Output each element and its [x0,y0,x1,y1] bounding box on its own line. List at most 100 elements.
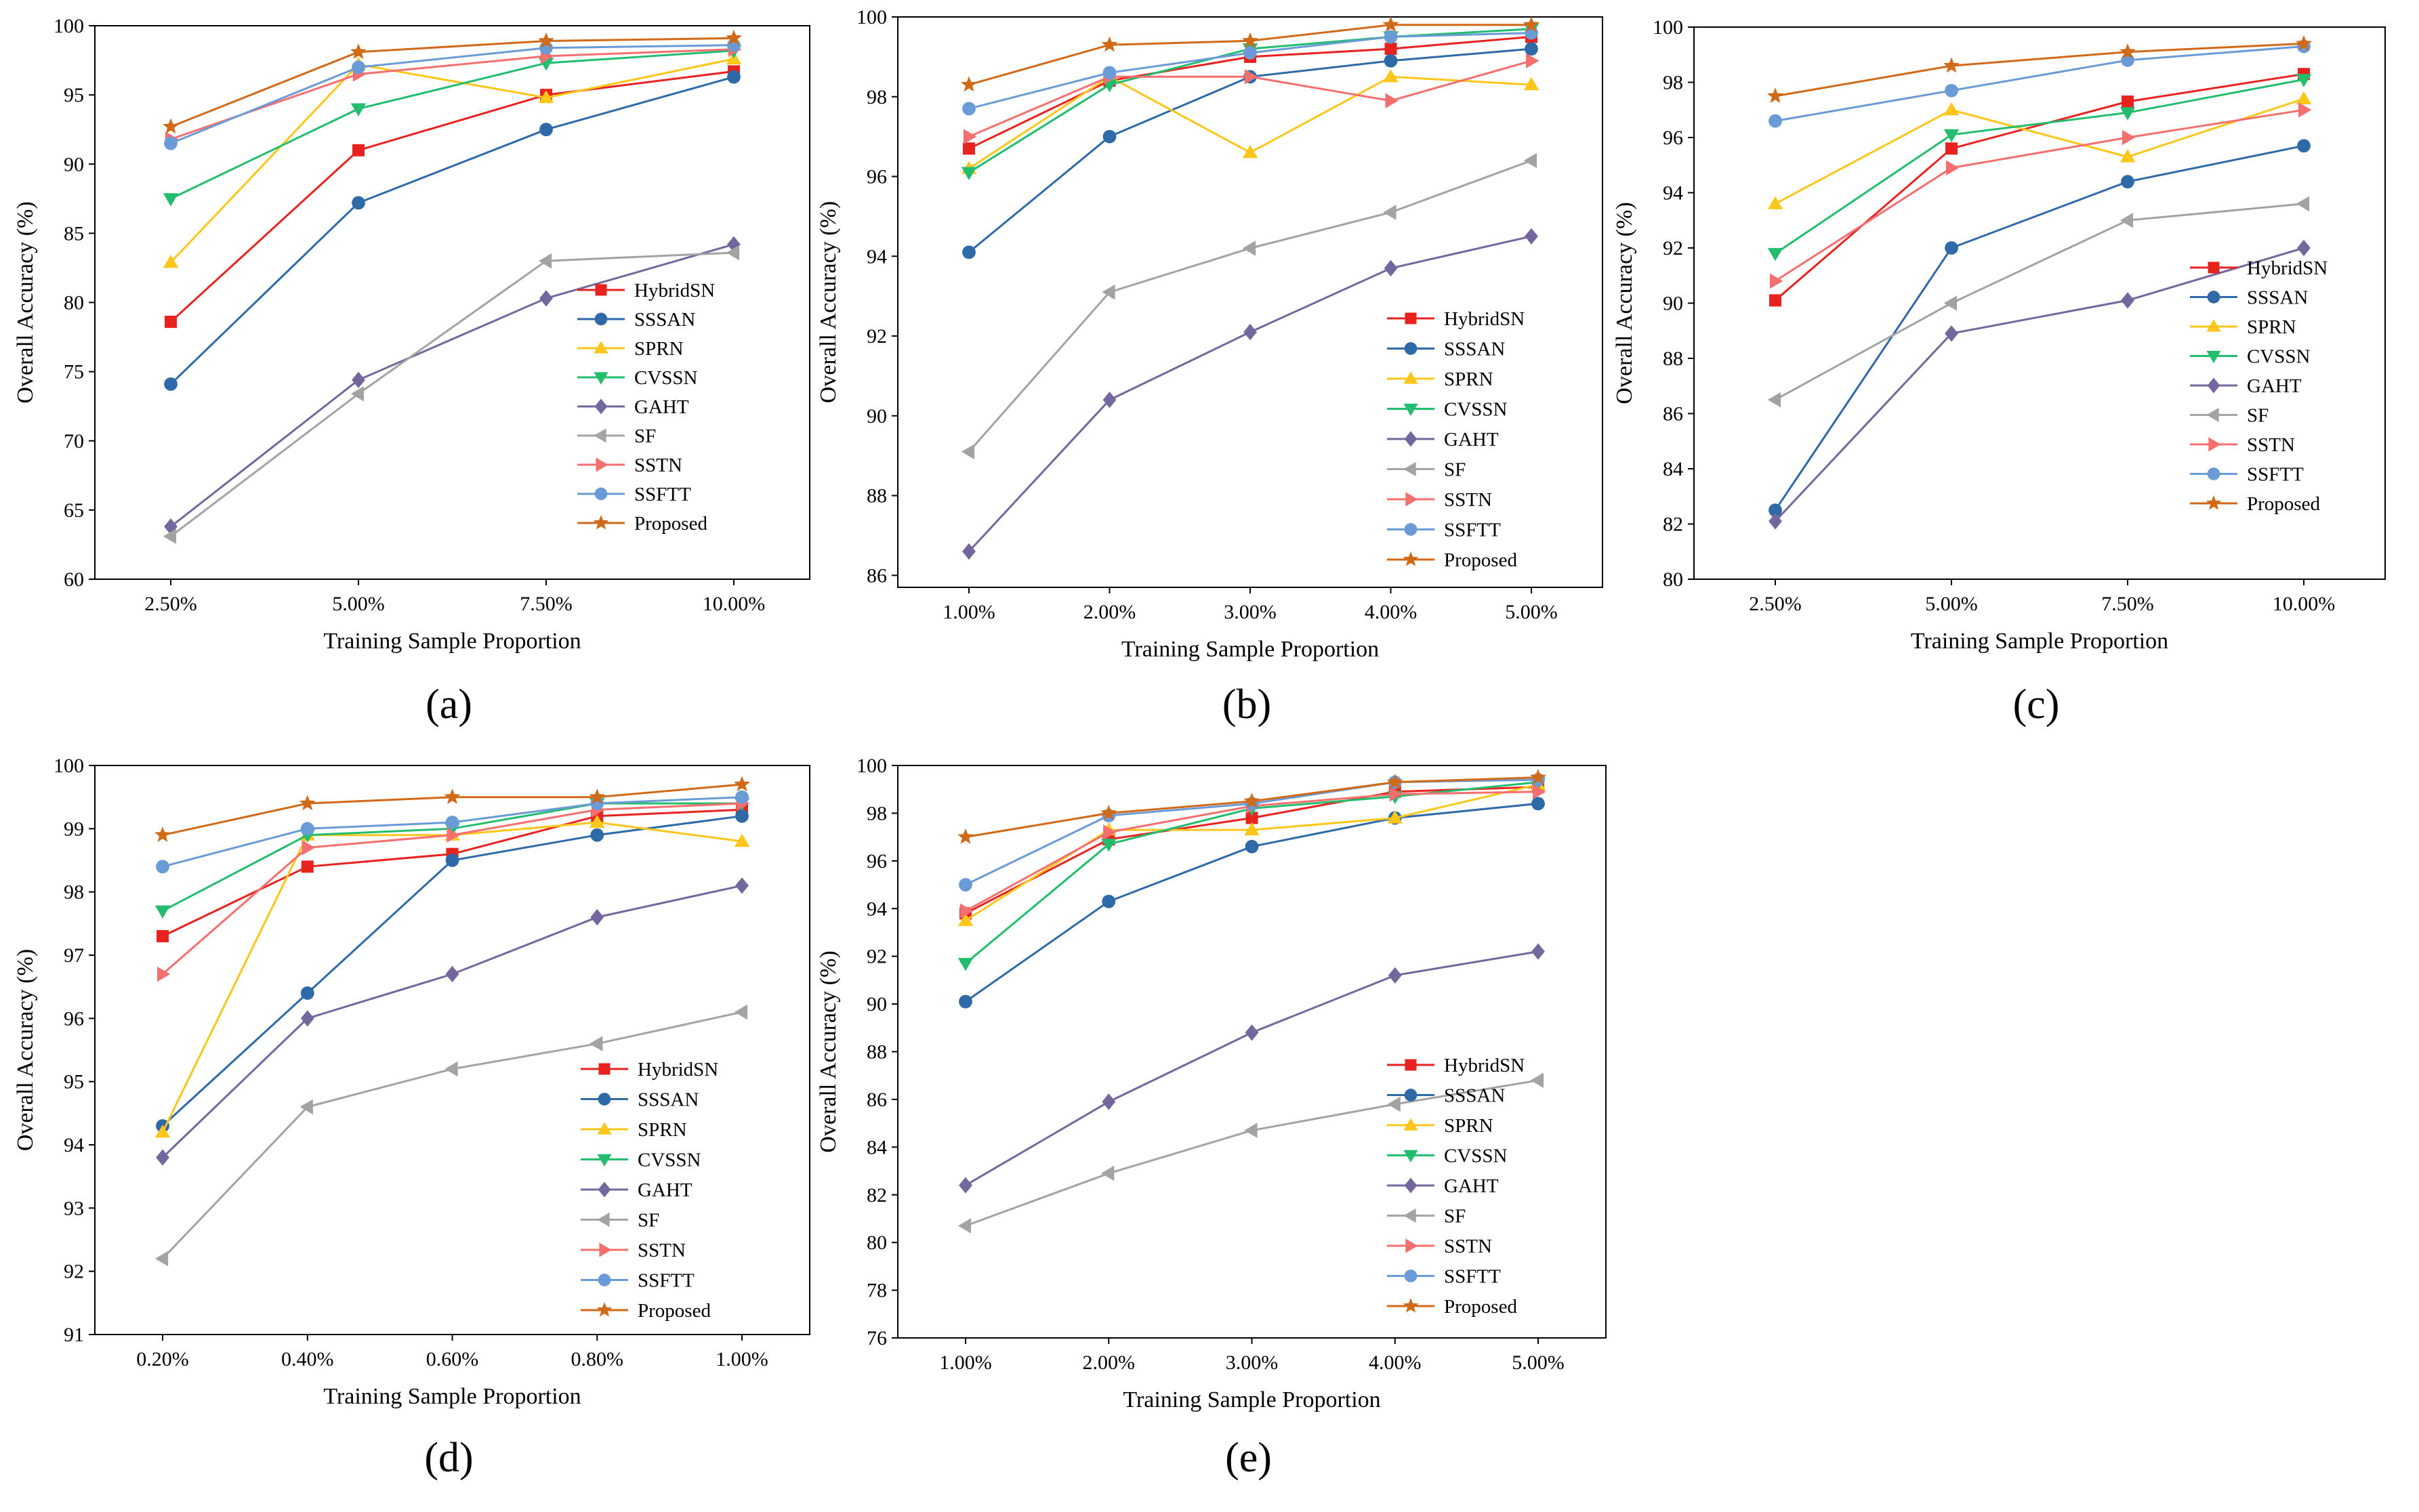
chart-c-panel-label: (c) [2013,681,2060,728]
chart-c-series-sprn-line [1775,98,2304,205]
chart-a-panel-label: (a) [426,681,472,728]
chart-c-x-tick-label: 10.00% [2273,593,2336,615]
chart-d-ssftt-point [300,822,314,836]
chart-b-ssftt-point [962,102,976,116]
chart-d-gaht-point [590,908,604,926]
chart-b-sprn-point [1523,77,1539,91]
chart-c-sstn-point [1945,160,1960,176]
chart-d-y-tick-label: 93 [64,1197,84,1219]
chart-c-sssan-point [2297,139,2311,153]
chart-b-plot-frame [897,16,1603,588]
chart-d-series-gaht-line [161,884,743,1158]
chart-b-sf-point [1242,240,1256,256]
chart-d-legend-sf-marker [597,1212,610,1227]
chart-b-y-tick-label: 92 [867,325,887,348]
chart-a-series-proposed-line [170,37,735,128]
chart-e-legend-cvssn-marker [1403,1150,1418,1163]
chart-e-sf-point [1530,1072,1544,1088]
chart-c-legend-cvssn-marker [2206,350,2221,364]
chart-d-cvssn-point [154,905,171,919]
chart-e-proposed-point [1530,769,1546,784]
chart-c-legend-gaht-label: GAHT [2247,375,2302,397]
chart-a-legend-sstn-marker [596,457,608,472]
chart-e-y-tick-label: 94 [867,898,887,920]
chart-a-proposed-point [350,43,367,59]
chart-c-sssan-point [1769,503,1782,518]
chart-d-legend-sssan-marker [598,1093,611,1106]
chart-a-sf-point [726,245,740,261]
chart-e-legend-sprn-marker [1403,1118,1418,1131]
chart-e-sprn-point [957,912,974,926]
chart-a-cvssn-point [350,103,367,117]
chart-c-series-cvssn-line [1775,78,2304,255]
chart-a-hybridsn-point [165,316,177,329]
chart-e-legend-hybridsn-label: HybridSN [1444,1055,1525,1076]
chart-b-ssftt-point [1102,66,1117,80]
chart-b-y-tick-label: 94 [867,245,887,268]
chart-a-sf-point [350,386,365,402]
chart-b: 86 88 90 92 94 96 98 100 1.00% 2.00% 3.00% 4.00% 5.0… [816,6,1603,728]
chart-b-proposed-point [1523,16,1539,32]
chart-c-legend-proposed-label: Proposed [2247,493,2320,515]
chart-e-y-tick-label: 88 [867,1041,887,1064]
chart-d-legend-sprn-marker [597,1122,612,1135]
chart-c-series-sssan-line [1774,144,2304,511]
chart-b-y-tick-label: 100 [856,6,887,28]
chart-e-legend-ssftt-label: SSFTT [1444,1266,1501,1288]
chart-b-legend-ssftt-label: SSFTT [1444,520,1501,541]
chart-d-ssftt-point [156,860,169,874]
chart-b-legend-sssan-marker [1404,342,1418,355]
chart-b-hybridsn-point [1384,43,1397,56]
chart-c-legend-sf-label: SF [2247,405,2269,427]
chart-a-y-tick-label: 75 [64,361,84,383]
chart-a-cvssn-point [163,193,179,207]
chart-b-sprn-point [1383,69,1399,83]
chart-d-legend-gaht-marker [598,1181,611,1198]
chart-d-sprn-point [154,1125,171,1138]
chart-a-sprn-point [163,255,179,268]
chart-e-proposed-point [957,828,974,844]
chart-a-series-sstn-line [170,48,735,140]
chart-a-legend-sf-label: SF [634,425,656,447]
chart-d-sf-point [444,1061,458,1077]
chart-e-proposed-point [1100,804,1117,820]
chart-c-legend-cvssn-label: CVSSN [2247,346,2311,368]
chart-b-sstn-point [1385,93,1399,108]
chart-e-sprn-point [1387,810,1403,824]
chart-a-proposed-point [538,32,554,48]
chart-a-sssan-point [539,123,553,137]
chart-d-x-tick-label: 0.40% [281,1348,334,1370]
chart-c-gaht-point [1945,325,1958,342]
chart-a-legend-sstn-label: SSTN [634,455,682,476]
chart-a-sssan-point [352,196,365,210]
chart-a-proposed-point [726,29,742,45]
chart-b-gaht-point [1384,259,1398,277]
chart-b-proposed-point [1101,36,1118,52]
chart-e-y-axis-title: Overall Accuracy (%) [816,950,841,1152]
chart-b-legend-proposed-label: Proposed [1444,549,1517,571]
chart-d-y-tick-label: 91 [64,1324,84,1346]
chart-b-sstn-point [963,129,977,144]
chart-c-x-tick-label: 2.50% [1749,593,1802,615]
chart-a-sprn-point [538,90,554,104]
chart-b-ssftt-point [1384,30,1398,44]
chart-e-x-tick-label: 3.00% [1226,1351,1279,1374]
chart-a-series-ssftt-line [170,44,735,144]
chart-d-proposed-point [444,789,461,804]
chart-a-series-sf-line [170,251,735,537]
chart-e-sssan-point [1531,797,1545,811]
chart-a-gaht-point [352,371,365,388]
chart-a-legend-gaht-label: GAHT [634,396,689,418]
chart-c-legend-sstn-label: SSTN [2247,434,2295,456]
chart-b-y-tick-label: 90 [867,405,887,427]
chart-c-sstn-point [2298,102,2312,118]
chart-c-sprn-point [1767,196,1783,209]
chart-b-gaht-point [1525,228,1538,245]
chart-d-proposed-point [734,776,750,792]
chart-b-legend-gaht-label: GAHT [1444,429,1499,450]
chart-e-sssan-point [1245,839,1259,854]
chart-a-plot-frame [94,25,810,580]
chart-b-sssan-point [1384,54,1398,68]
chart-a-legend-sssan-label: SSSAN [634,309,695,331]
